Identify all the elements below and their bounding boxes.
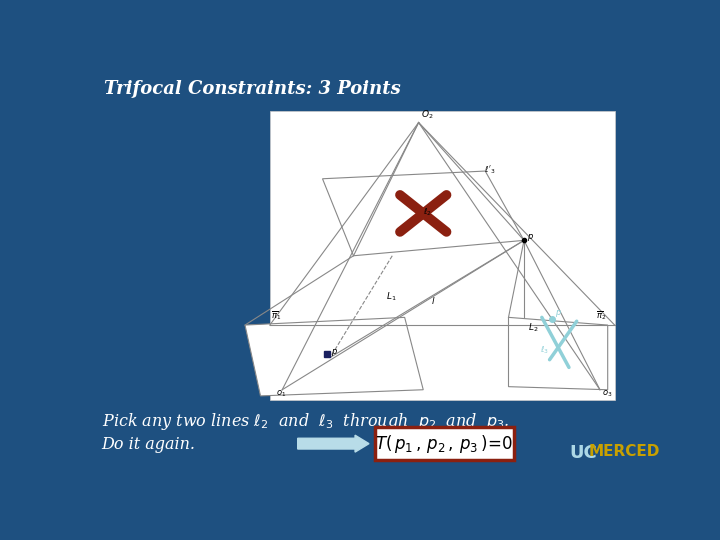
Polygon shape xyxy=(323,171,524,256)
Text: $\overline{\pi}_1$: $\overline{\pi}_1$ xyxy=(271,310,282,322)
Text: $p$: $p$ xyxy=(555,308,562,319)
Text: Pick any two lines $\ell_2$  and  $\ell_3$  through  $p_2$  and  $p_3$.: Pick any two lines $\ell_2$ and $\ell_3$… xyxy=(102,411,509,433)
Text: $\ell_2$: $\ell_2$ xyxy=(423,207,432,219)
Text: $l$: $l$ xyxy=(431,294,436,306)
Text: Do it again.: Do it again. xyxy=(102,436,196,453)
Text: UC: UC xyxy=(569,444,597,462)
FancyBboxPatch shape xyxy=(375,428,514,460)
Polygon shape xyxy=(508,318,608,390)
Text: $\overline{\pi}_2$: $\overline{\pi}_2$ xyxy=(596,310,606,322)
Text: $L_1$: $L_1$ xyxy=(386,291,397,303)
Text: $\ell_3$: $\ell_3$ xyxy=(539,344,549,355)
Text: MERCED: MERCED xyxy=(589,444,660,458)
Text: $p$: $p$ xyxy=(527,232,534,243)
FancyArrow shape xyxy=(297,435,369,452)
Polygon shape xyxy=(245,318,423,396)
Text: Trifocal Constraints: 3 Points: Trifocal Constraints: 3 Points xyxy=(104,80,401,98)
Text: $o_3$: $o_3$ xyxy=(601,389,612,400)
Text: $L_2$: $L_2$ xyxy=(528,321,539,334)
Text: $\ell'_3$: $\ell'_3$ xyxy=(484,164,495,176)
Text: $o_1$: $o_1$ xyxy=(276,389,287,400)
Bar xyxy=(270,111,615,400)
Text: $O_2$: $O_2$ xyxy=(421,108,433,120)
Text: $T(\,p_1\,,\,p_2\,,\,p_3\,)\!=\!0$: $T(\,p_1\,,\,p_2\,,\,p_3\,)\!=\!0$ xyxy=(375,433,513,455)
Text: $p$: $p$ xyxy=(331,347,338,357)
